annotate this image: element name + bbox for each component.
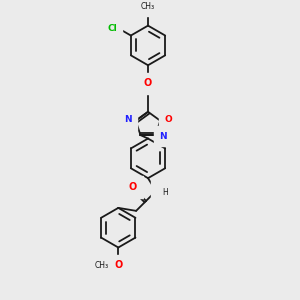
Text: N: N (124, 115, 132, 124)
Text: O: O (114, 260, 122, 270)
Text: N: N (160, 132, 167, 141)
Text: O: O (144, 78, 152, 88)
Text: H: H (162, 188, 168, 197)
Text: O: O (164, 115, 172, 124)
Text: O: O (129, 182, 137, 192)
Text: N: N (157, 186, 165, 196)
Text: CH₃: CH₃ (141, 2, 155, 11)
Text: Cl: Cl (107, 24, 117, 33)
Text: CH₃: CH₃ (94, 261, 108, 270)
